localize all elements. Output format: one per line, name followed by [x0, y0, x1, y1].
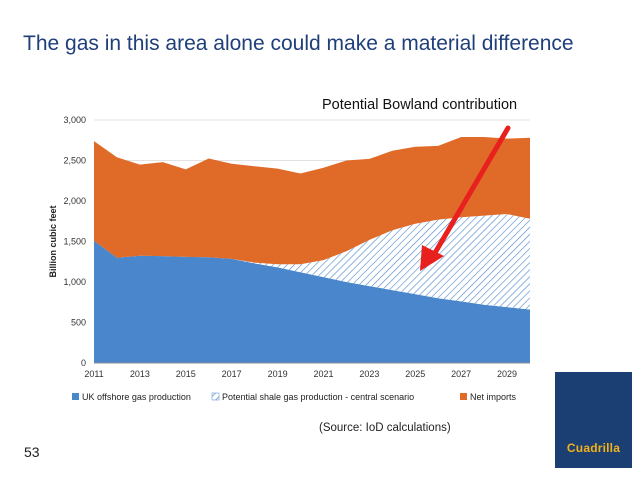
arrow-head: [420, 245, 444, 271]
legend-label: UK offshore gas production: [82, 392, 191, 402]
slide-number: 53: [24, 444, 40, 460]
y-tick-label: 1,000: [63, 277, 86, 287]
y-tick-label: 1,500: [63, 237, 86, 247]
x-tick-label: 2023: [359, 369, 379, 379]
x-tick-label: 2021: [313, 369, 333, 379]
arrow-shaft: [429, 125, 511, 261]
legend-swatch: [460, 393, 467, 400]
chart-legend: UK offshore gas production Potential shal…: [72, 392, 517, 402]
slide-title: The gas in this area alone could make a …: [23, 32, 574, 55]
area-net-imports: [94, 137, 530, 265]
annotation-arrow: [420, 125, 511, 271]
x-tick-label: 2017: [222, 369, 242, 379]
y-tick-label: 2,500: [63, 156, 86, 166]
x-tick-label: 2019: [268, 369, 288, 379]
x-tick-labels: 2011 2013 2015 2017 2019 2021 2023 2025 2027 2029: [84, 369, 517, 379]
legend-swatch: [72, 393, 79, 400]
y-tick-label: 2,000: [63, 196, 86, 206]
area-series-group: [94, 137, 530, 363]
x-tick-label: 2011: [84, 369, 103, 379]
cuadrilla-logo: Cuadrilla: [555, 372, 632, 468]
x-tick-label: 2025: [405, 369, 425, 379]
y-tick-label: 0: [81, 358, 86, 368]
area-uk-offshore: [94, 240, 530, 363]
y-tick-label: 500: [71, 318, 86, 328]
logo-text: Cuadrilla: [566, 441, 621, 455]
legend-label: Potential shale gas production - central…: [222, 392, 414, 402]
x-tick-label: 2015: [176, 369, 196, 379]
y-tick-labels: 0 500 1,000 1,500 2,000 2,500 3,000: [63, 115, 86, 368]
annotation-label: Potential Bowland contribution: [322, 97, 518, 113]
legend-swatch: [211, 392, 220, 401]
area-shale-gas: [94, 214, 530, 310]
x-tick-label: 2013: [130, 369, 150, 379]
y-tick-label: 3,000: [63, 115, 86, 125]
y-axis-label: Billion cubic feet: [48, 205, 58, 277]
x-tick-label: 2029: [497, 369, 517, 379]
legend-label: Net imports: [470, 392, 517, 402]
x-tick-label: 2027: [451, 369, 471, 379]
source-note: (Source: IoD calculations): [319, 422, 451, 434]
